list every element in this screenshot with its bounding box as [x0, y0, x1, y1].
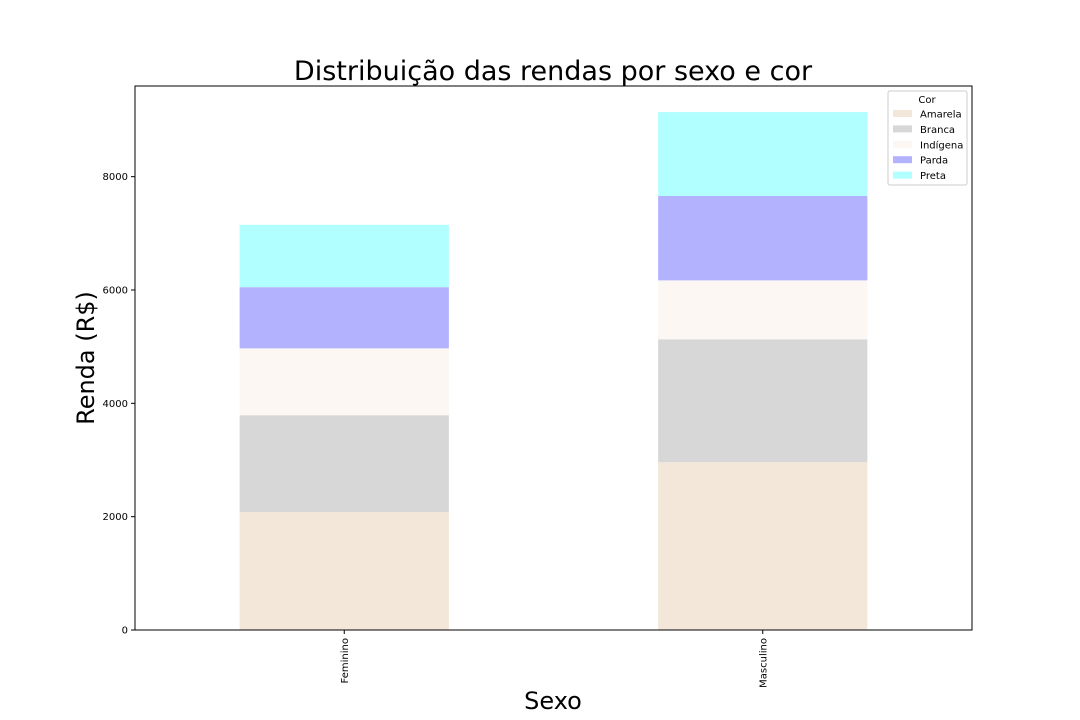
legend-label: Indígena	[920, 139, 963, 151]
y-axis: 0 2000 4000 6000 8000	[103, 172, 135, 637]
bar-feminino-preta	[239, 224, 449, 288]
bar-masculino-parda	[658, 195, 868, 281]
x-axis: Feminino Masculino	[340, 630, 769, 688]
legend-swatch	[893, 156, 912, 164]
plot-frame	[134, 85, 973, 631]
legend-swatch	[893, 110, 912, 117]
legend-swatch	[893, 140, 912, 148]
legend-label: Branca	[920, 125, 955, 136]
bars-group	[239, 112, 868, 630]
y-tick-label: 8000	[103, 172, 128, 183]
legend-label: Preta	[920, 171, 946, 182]
y-tick-label: 6000	[103, 286, 128, 297]
bar-masculino-amarela	[658, 462, 868, 630]
bar-feminino-parda	[239, 287, 449, 349]
y-axis-label: Renda (R$)	[72, 291, 100, 425]
legend-title: Cor	[918, 95, 936, 106]
x-axis-label: Sexo	[524, 687, 582, 715]
legend-items: Amarela Branca Indígena Parda Preta	[893, 110, 963, 182]
legend-swatch	[893, 125, 912, 133]
y-tick-label: 0	[122, 626, 128, 637]
bar-masculino-preta	[658, 112, 868, 196]
chart-title: Distribuição das rendas por sexo e cor	[294, 56, 813, 87]
y-tick-label: 2000	[103, 512, 128, 523]
bar-feminino-amarela	[239, 512, 449, 630]
legend: Cor Amarela Branca Indígena Parda Preta	[887, 90, 968, 186]
legend-label: Amarela	[920, 110, 962, 121]
legend-swatch	[893, 171, 912, 179]
bar-feminino-indígena	[239, 348, 449, 416]
x-tick-label: Masculino	[758, 638, 769, 688]
bar-masculino-indígena	[658, 280, 868, 340]
x-tick-label: Feminino	[340, 638, 351, 683]
bar-masculino-branca	[658, 339, 868, 463]
bar-feminino-branca	[239, 415, 449, 513]
legend-label: Parda	[920, 156, 948, 167]
y-tick-label: 4000	[103, 399, 128, 410]
